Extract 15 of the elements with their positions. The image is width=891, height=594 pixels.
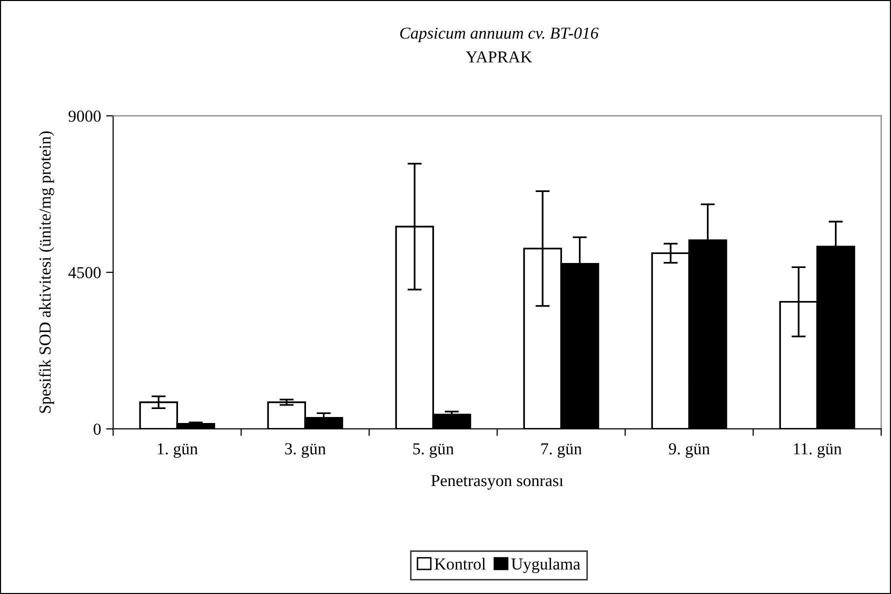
legend-label: Uygulama [511,558,580,574]
x-tick-label: 9. gün [668,443,710,458]
chart-subtitle: YAPRAK [466,51,532,62]
x-axis-title: Penetrasyon sonrası [431,475,564,490]
y-tick-label: 9000 [68,110,101,122]
legend-label: Kontrol [434,558,486,570]
x-tick-label: 11. gün [794,443,842,458]
x-tick-label: 7. gün [541,443,582,458]
chart-title: Capsicum annuum cv. BT-016 [400,28,599,42]
y-tick-label: 4500 [68,267,101,278]
x-tick-label: 5. gün [413,443,454,458]
x-tick-label: 1. gün [158,443,198,458]
x-tick-label: 3. gün [285,443,326,458]
y-axis-title: Spesifik SOD aktivitesi (ünite/mg protein) [38,131,54,413]
y-tick-label: 0 [94,424,101,435]
